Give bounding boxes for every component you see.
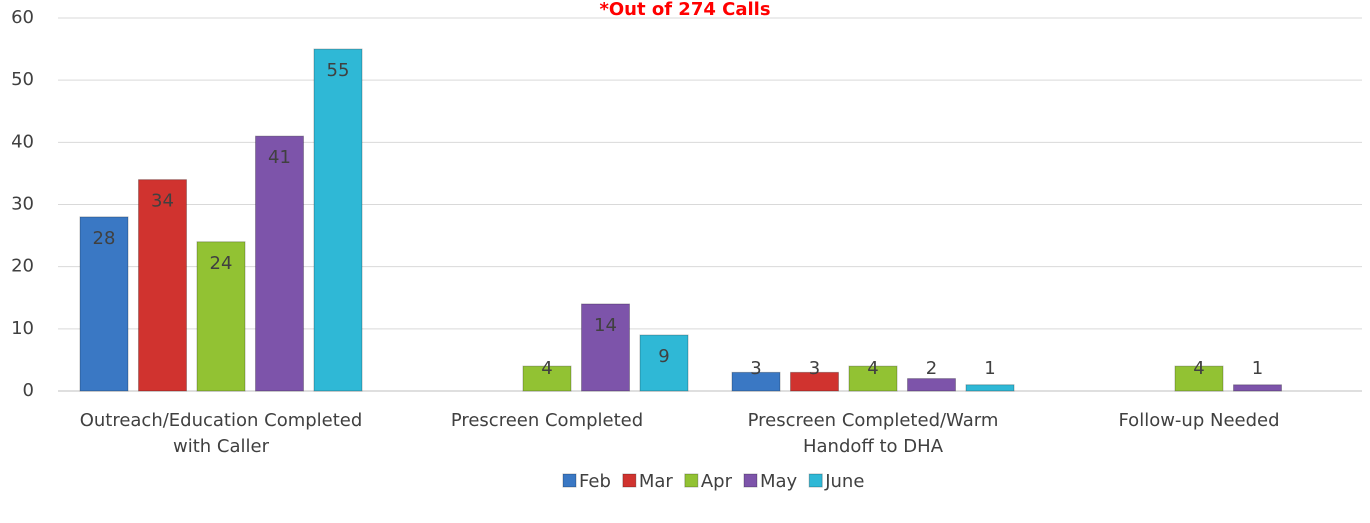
- legend-swatch: [684, 473, 699, 488]
- bar: [79, 216, 129, 392]
- data-label: 55: [327, 60, 350, 81]
- x-tick-label: Outreach/Education Completed with Caller: [79, 410, 363, 457]
- data-label: 4: [541, 358, 552, 379]
- data-label: 9: [658, 346, 669, 367]
- y-tick-label: 40: [11, 131, 34, 152]
- data-label: 1: [1252, 358, 1263, 379]
- legend-label: June: [824, 471, 864, 492]
- data-label: 2: [926, 358, 937, 379]
- data-label: 14: [594, 315, 617, 336]
- x-tick-label: Prescreen Completed: [450, 410, 644, 431]
- bar: [790, 371, 839, 392]
- bar: [907, 378, 956, 392]
- x-tick-label: Prescreen Completed/Warm Handoff to DHA: [747, 410, 999, 457]
- bar: [196, 241, 246, 392]
- bar: [522, 365, 572, 392]
- legend-swatch: [562, 473, 577, 488]
- bar: [1233, 384, 1282, 392]
- y-tick-label: 0: [23, 380, 34, 401]
- x-tick-label: Follow-up Needed: [1118, 410, 1280, 431]
- bar: [1174, 365, 1224, 392]
- legend-swatch: [622, 473, 637, 488]
- legend-label: Mar: [639, 471, 674, 492]
- bar: [313, 48, 363, 392]
- data-label: 4: [867, 358, 878, 379]
- legend-swatch: [808, 473, 823, 488]
- bar: [138, 179, 187, 392]
- data-label: 34: [151, 191, 174, 212]
- bar: [639, 334, 689, 392]
- bar: [848, 365, 898, 392]
- y-tick-label: 20: [11, 256, 34, 277]
- bar: [965, 384, 1015, 392]
- legend-swatch: [743, 473, 758, 488]
- y-tick-label: 10: [11, 318, 34, 339]
- data-label: 28: [93, 228, 116, 249]
- chart-title: *Out of 274 Calls: [599, 0, 770, 20]
- bar: [581, 303, 630, 392]
- data-label: 3: [750, 358, 761, 379]
- data-label: 3: [809, 358, 820, 379]
- bar: [255, 135, 304, 392]
- y-tick-label: 60: [11, 7, 34, 28]
- bar: [731, 371, 781, 392]
- data-label: 24: [210, 253, 233, 274]
- data-label: 4: [1193, 358, 1204, 379]
- legend-label: May: [760, 471, 798, 492]
- data-label: 1: [984, 358, 995, 379]
- data-label: 41: [268, 147, 291, 168]
- legend-label: Apr: [701, 471, 733, 492]
- legend-label: Feb: [579, 471, 611, 492]
- y-tick-label: 30: [11, 194, 34, 215]
- y-tick-label: 50: [11, 69, 34, 90]
